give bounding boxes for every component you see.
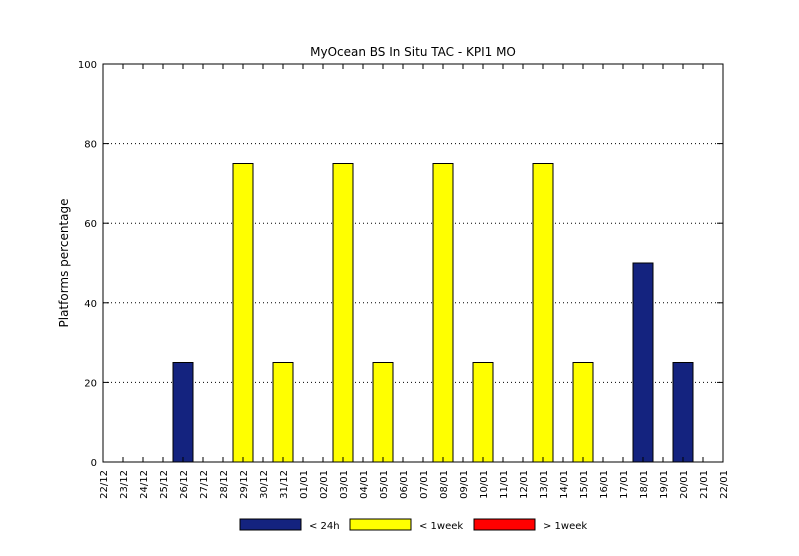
x-tick-label: 19/01 (659, 470, 670, 499)
plot-frame (102, 63, 724, 463)
x-tick-label: 20/01 (679, 470, 690, 499)
y-tick-label: 0 (91, 458, 97, 469)
legend: < 24h < 1week > 1week (239, 518, 587, 532)
y-tick-label: 80 (84, 140, 97, 151)
x-tick-label: 24/12 (139, 470, 150, 499)
x-tick-label: 22/12 (99, 470, 110, 499)
y-axis-label: Platforms percentage (57, 199, 71, 328)
x-tick-label: 28/12 (219, 470, 230, 499)
x-tick-label: 22/01 (719, 470, 730, 499)
bar (472, 362, 494, 463)
x-tick-label: 07/01 (419, 470, 430, 499)
legend-label: < 1week (419, 521, 463, 532)
x-tick-label: 17/01 (619, 470, 630, 499)
x-tick-label: 16/01 (599, 470, 610, 499)
x-tick-label: 04/01 (359, 470, 370, 499)
legend-swatch (349, 518, 412, 531)
chart-title: MyOcean BS In Situ TAC - KPI1 MO (310, 45, 516, 59)
legend-swatch (473, 518, 536, 531)
x-axis-ticks: 22/12 23/12 24/12 25/12 26/12 27/12 28/12 29/12… (99, 64, 730, 499)
x-tick-label: 02/01 (319, 470, 330, 499)
x-tick-label: 29/12 (239, 470, 250, 499)
x-tick-label: 31/12 (279, 470, 290, 499)
legend-label: > 1week (543, 521, 587, 532)
x-tick-label: 23/12 (119, 470, 130, 499)
x-tick-label: 01/01 (299, 470, 310, 499)
x-tick-label: 11/01 (499, 470, 510, 499)
x-tick-label: 03/01 (339, 470, 350, 499)
x-tick-label: 05/01 (379, 470, 390, 499)
y-tick-label: 100 (78, 60, 97, 71)
bar (632, 262, 654, 463)
bar (532, 163, 554, 463)
legend-label: < 24h (309, 521, 340, 532)
bar (232, 163, 254, 463)
bar (432, 163, 454, 463)
bar (372, 362, 394, 463)
x-tick-label: 26/12 (179, 470, 190, 499)
x-tick-label: 30/12 (259, 470, 270, 499)
x-tick-label: 25/12 (159, 470, 170, 499)
bar (572, 362, 594, 463)
x-tick-label: 08/01 (439, 470, 450, 499)
bar (332, 163, 354, 463)
x-tick-label: 21/01 (699, 470, 710, 499)
bar (172, 362, 194, 463)
x-tick-label: 18/01 (639, 470, 650, 499)
x-tick-label: 15/01 (579, 470, 590, 499)
gridlines (103, 143, 723, 383)
x-tick-label: 13/01 (539, 470, 550, 499)
y-tick-label: 60 (84, 219, 97, 230)
x-tick-label: 14/01 (559, 470, 570, 499)
bar (272, 362, 294, 463)
bars-group (172, 163, 694, 463)
y-tick-label: 20 (84, 378, 97, 389)
x-tick-label: 10/01 (479, 470, 490, 499)
legend-swatch (239, 518, 302, 531)
x-tick-label: 06/01 (399, 470, 410, 499)
x-tick-label: 09/01 (459, 470, 470, 499)
bar (672, 362, 694, 463)
y-tick-label: 40 (84, 299, 97, 310)
x-tick-label: 12/01 (519, 470, 530, 499)
y-axis-ticks: 0 20 40 60 80 100 (78, 60, 723, 469)
x-tick-label: 27/12 (199, 470, 210, 499)
